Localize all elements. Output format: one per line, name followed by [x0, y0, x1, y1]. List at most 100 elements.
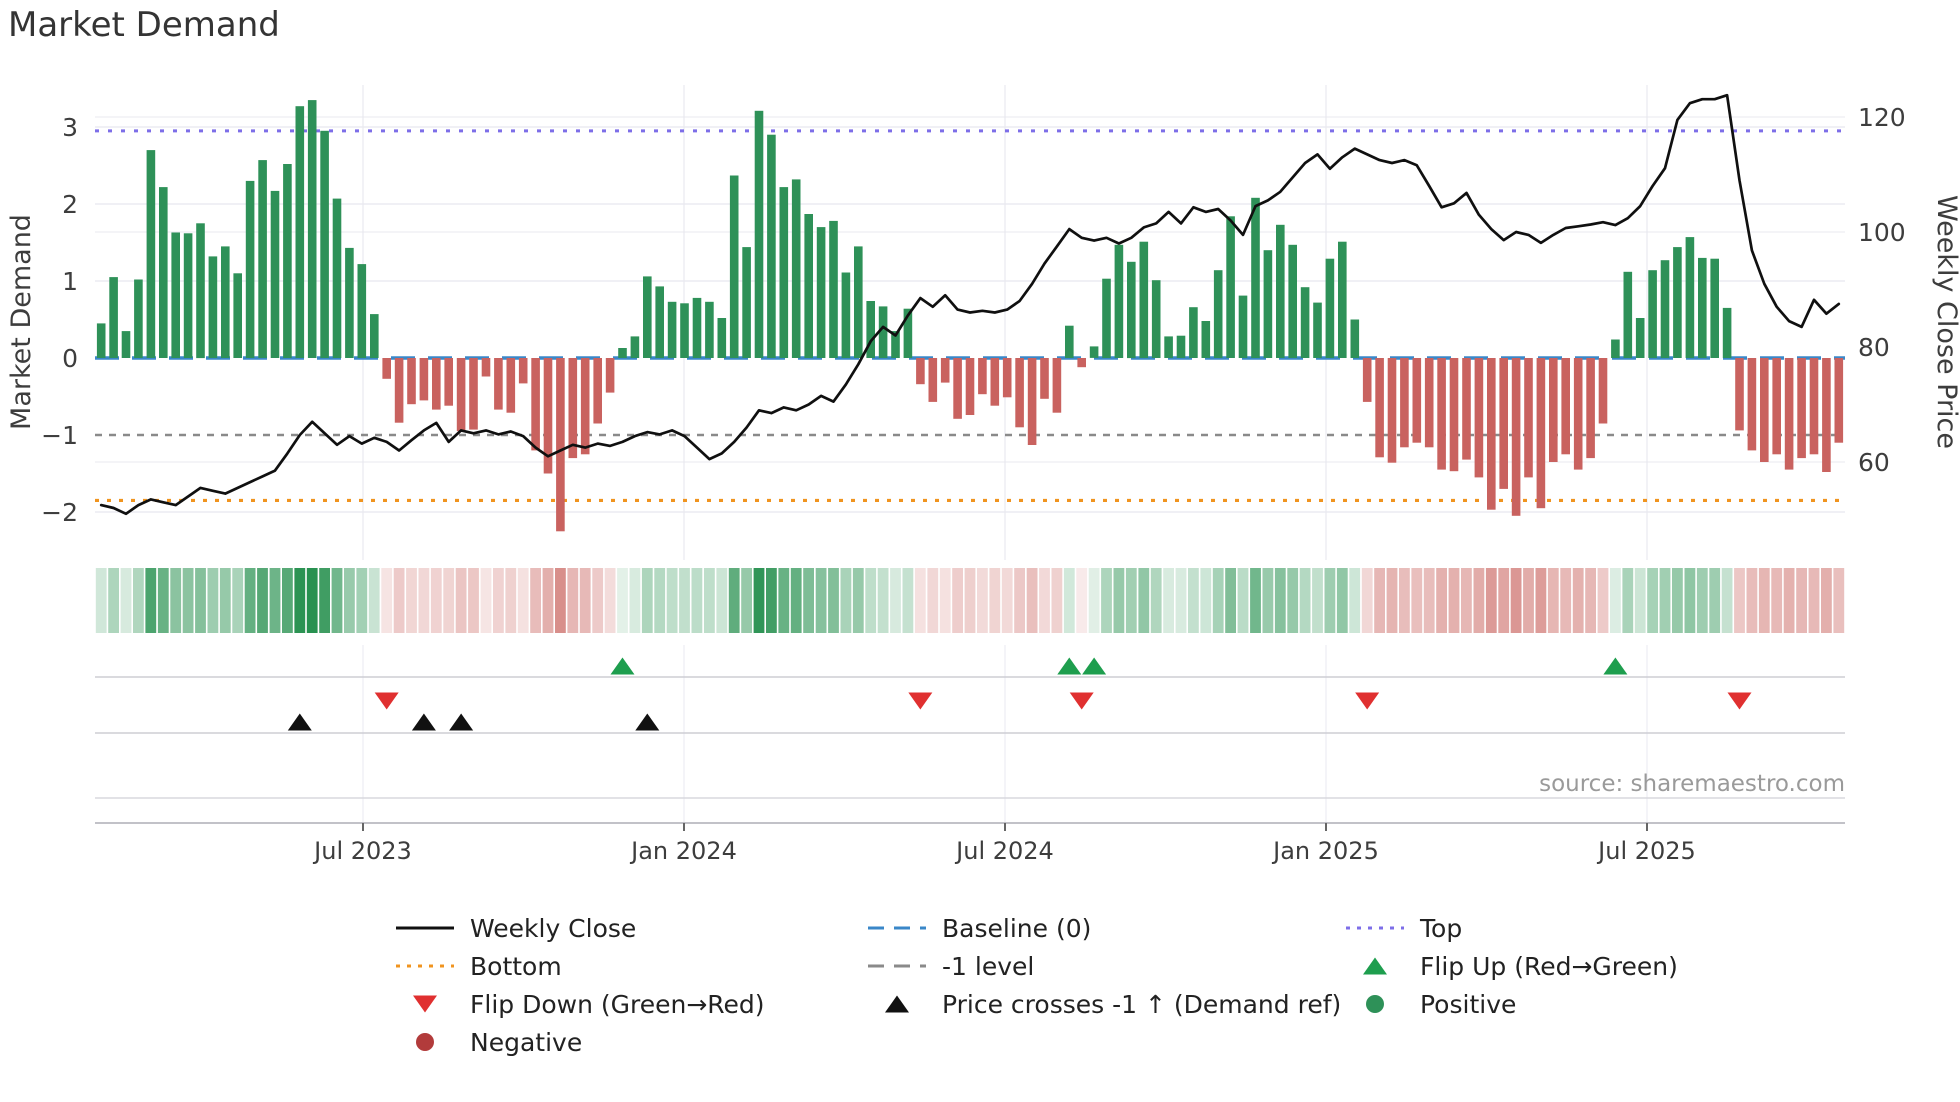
heatmap-cell [120, 568, 132, 633]
heatmap-cell [753, 568, 765, 633]
heatmap-cell [418, 568, 430, 633]
demand-bar [1424, 358, 1434, 448]
legend: Weekly Close Baseline (0) Top Bottom -1 leve… [396, 914, 1678, 1057]
heatmap-cell [1833, 568, 1845, 633]
demand-bar [1549, 358, 1558, 462]
right-axis-tick-label: 80 [1858, 333, 1890, 362]
demand-bar [1784, 358, 1794, 470]
demand-bar [1437, 358, 1446, 470]
demand-bar [1151, 280, 1161, 358]
heatmap-cell [1498, 568, 1510, 633]
demand-bar [1747, 358, 1757, 451]
demand-bar [407, 358, 416, 405]
demand-bar [1002, 358, 1012, 398]
right-axis-tick-label: 60 [1858, 448, 1890, 477]
heatmap-cell [1622, 568, 1634, 633]
heatmap-cell [1535, 568, 1547, 633]
price-line [99, 93, 1841, 516]
demand-bar [469, 358, 478, 430]
heatmap-cell [1274, 568, 1286, 633]
left-axis-tick-label: 1 [62, 267, 78, 296]
demand-bar [1400, 358, 1409, 448]
heatmap-cell [319, 568, 330, 633]
legend-item: Baseline (0) [868, 914, 1091, 943]
heatmap-cell [989, 568, 1001, 633]
demand-bar [667, 301, 677, 358]
heatmap-cell [865, 568, 877, 633]
demand-bar [444, 358, 453, 406]
demand-bar [1474, 358, 1484, 478]
legend-item-label: Weekly Close [470, 914, 636, 943]
heatmap-cell [1808, 568, 1820, 633]
heatmap-cell [914, 568, 926, 633]
heatmap-cell [1026, 568, 1038, 633]
heatmap-cell [790, 568, 802, 633]
demand-bar [283, 164, 292, 358]
legend-item-label: Baseline (0) [942, 914, 1091, 943]
right-axis-tick-label: 100 [1858, 218, 1906, 247]
demand-bar [1052, 358, 1062, 413]
heatmap-cell [1634, 568, 1646, 633]
demand-bar [357, 264, 367, 358]
demand-bar [605, 358, 615, 393]
demand-bar [419, 358, 429, 401]
demand-bar [382, 358, 391, 379]
demand-bar [208, 256, 218, 358]
legend-item: Flip Up (Red→Green) [1363, 952, 1678, 981]
flip-up-marker-icon [1603, 657, 1628, 675]
heatmap-cell [331, 568, 343, 633]
demand-bar [196, 223, 205, 359]
demand-bar [1176, 335, 1186, 358]
demand-bar [1648, 270, 1657, 358]
right-axis-label: Weekly Close Price [1931, 195, 1960, 449]
heatmap-cell [803, 568, 814, 633]
heatmap-cell [530, 568, 541, 633]
demand-bar [705, 301, 714, 358]
demand-bar [1822, 358, 1831, 472]
demand-bar [1127, 261, 1136, 359]
x-axis-tick-label: Jan 2024 [629, 837, 737, 865]
heatmap-cell [157, 568, 169, 633]
heatmap-cell [1014, 568, 1025, 633]
demand-bar [1598, 358, 1608, 424]
heatmap-cell [815, 568, 827, 633]
legend-item-label: Flip Up (Red→Green) [1420, 952, 1678, 981]
demand-bar [270, 190, 280, 358]
heatmap-cell [195, 568, 206, 633]
x-axis-tick-label: Jul 2023 [312, 837, 412, 865]
heatmap-cell [443, 568, 455, 633]
demand-bar [779, 187, 789, 358]
demand-heatmap-strip [95, 568, 1845, 633]
heatmap-cell [133, 568, 144, 633]
heatmap-cell [840, 568, 852, 633]
heatmap-cell [1473, 568, 1485, 633]
heatmap-cell [1783, 568, 1795, 633]
demand-bar [754, 110, 764, 358]
price-cross-marker-icon [411, 713, 436, 731]
demand-bar [1089, 346, 1099, 358]
demand-bar [1325, 258, 1335, 358]
demand-bar [1797, 358, 1806, 459]
demand-bar [556, 358, 565, 532]
heatmap-cell [927, 568, 939, 633]
demand-bar [1834, 358, 1844, 443]
demand-bar [680, 303, 689, 358]
demand-bar [159, 187, 168, 358]
heatmap-cell [1510, 568, 1522, 633]
heatmap-cell [1547, 568, 1559, 633]
demand-bar [940, 358, 950, 383]
demand-bar [903, 308, 913, 358]
heatmap-cell [592, 568, 604, 633]
flip-up-marker-icon [1057, 657, 1082, 675]
page-title: Market Demand [8, 5, 280, 45]
right-axis-tick-label: 120 [1858, 103, 1906, 132]
heatmap-cell [1113, 568, 1125, 633]
demand-bar [1313, 302, 1322, 358]
demand-bar [481, 358, 491, 377]
heatmap-cell [555, 568, 566, 633]
heatmap-cell [1349, 568, 1361, 633]
demand-bar [593, 358, 602, 424]
demand-bar [1238, 295, 1248, 358]
heatmap-cell [393, 568, 405, 633]
